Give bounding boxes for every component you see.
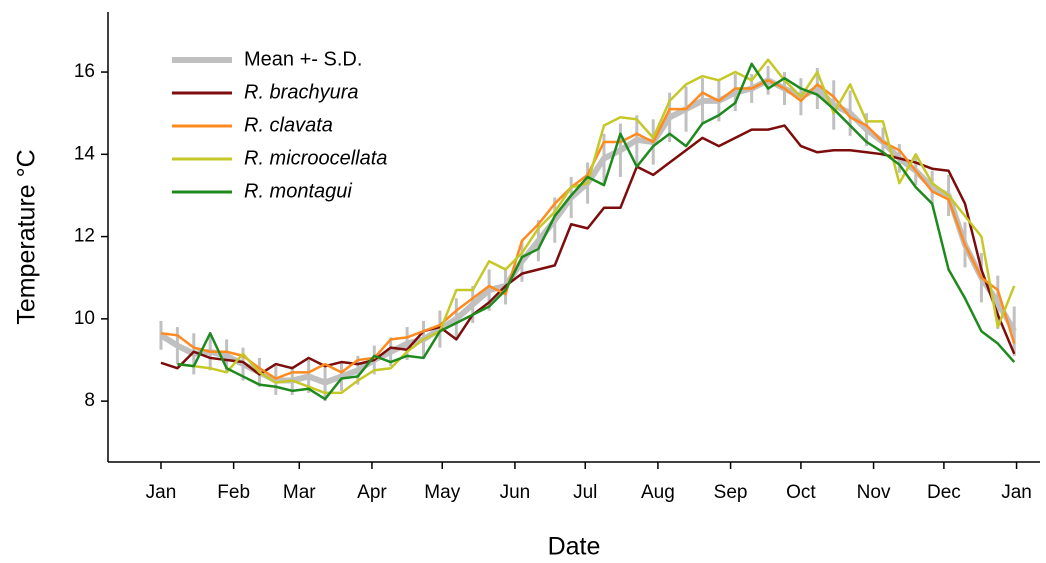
x-tick-label: Jul — [573, 482, 597, 503]
legend-label: R. montagui — [244, 180, 352, 202]
x-tick-label: Sep — [714, 482, 748, 503]
legend-label: Mean +- S.D. — [244, 48, 362, 70]
y-tick-label: 16 — [74, 61, 95, 82]
x-tick-label: May — [424, 482, 460, 503]
x-tick-label: Apr — [357, 482, 387, 503]
plot-area: 8 10 12 14 16 Jan Feb Mar Apr May Jun Jul Aug Sep Oct N… — [74, 12, 1040, 503]
legend-label: R. microocellata — [244, 147, 387, 169]
x-tick-label: Dec — [927, 482, 961, 503]
series-line — [177, 62, 1016, 401]
legend-label: R. brachyura — [244, 81, 359, 103]
x-axis-title: Date — [548, 533, 601, 561]
x-tick-label: Jan — [146, 482, 177, 503]
y-tick-label: 14 — [74, 143, 96, 164]
x-tick-label: Aug — [641, 482, 675, 503]
y-axis-title: Temperature °C — [13, 149, 41, 324]
series-line — [177, 58, 1016, 395]
x-tick-label: Mar — [283, 482, 316, 503]
x-tick-label: Feb — [217, 482, 250, 503]
series-line — [160, 79, 1016, 380]
x-tick-label: Jan — [1001, 482, 1032, 503]
y-tick-label: 10 — [74, 308, 95, 329]
y-tick-label: 12 — [74, 226, 95, 247]
x-tick-label: Jun — [500, 482, 531, 503]
x-tick-label: Nov — [857, 482, 891, 503]
legend-label: R. clavata — [244, 114, 333, 136]
x-tick-label: Oct — [786, 482, 816, 503]
series-line — [160, 124, 1016, 376]
y-tick-label: 8 — [84, 390, 95, 411]
